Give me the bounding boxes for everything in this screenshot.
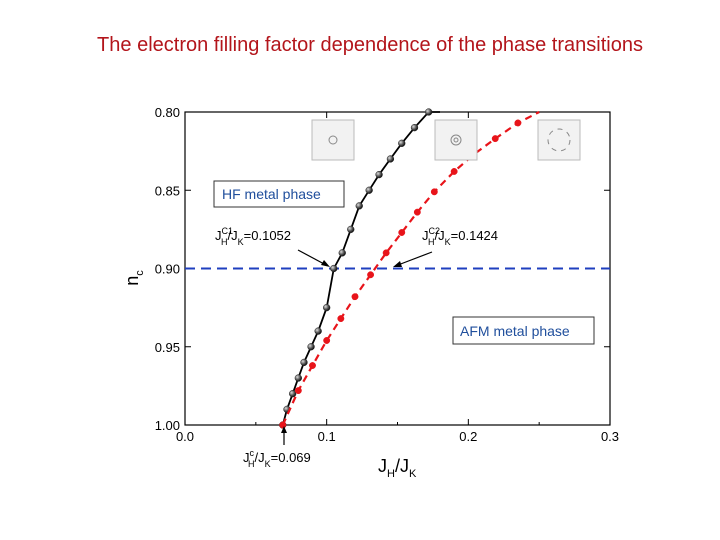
data-point bbox=[314, 327, 322, 335]
afm-phase-box: AFM metal phase bbox=[452, 316, 595, 345]
series-0 bbox=[279, 108, 440, 429]
afm-phase-label: AFM metal phase bbox=[460, 323, 570, 339]
data-point bbox=[386, 155, 395, 163]
data-point bbox=[289, 390, 297, 398]
data-point bbox=[382, 249, 390, 257]
y-tick-label: 0.80 bbox=[155, 105, 180, 120]
svg-text:JcH/JK=0.069: Jc H/JK=0.069 bbox=[243, 448, 311, 469]
data-point bbox=[367, 271, 375, 279]
axes: 0.0 0.1 0.2 0.3 0.80 0.85 0.90 0.95 1.00 bbox=[155, 105, 619, 444]
data-point bbox=[430, 188, 438, 196]
data-point bbox=[514, 119, 522, 127]
jc2-annotation: JC2 H/JK=0.1424 bbox=[393, 226, 498, 267]
y-tick-label: 0.85 bbox=[155, 183, 180, 198]
data-point bbox=[294, 374, 302, 382]
y-axis-label: nc bbox=[122, 270, 146, 286]
series-layer bbox=[279, 108, 540, 429]
data-point bbox=[338, 249, 346, 257]
data-point bbox=[450, 168, 458, 175]
data-point bbox=[337, 315, 345, 323]
data-point bbox=[355, 202, 363, 210]
data-point bbox=[425, 108, 433, 116]
data-point bbox=[375, 170, 383, 179]
y-tick-label: 0.90 bbox=[155, 262, 180, 277]
hf-phase-box: HF metal phase bbox=[213, 180, 345, 208]
x-axis-label: JH/JK bbox=[378, 456, 417, 480]
data-point bbox=[279, 421, 287, 429]
data-point bbox=[300, 358, 308, 367]
data-point bbox=[323, 337, 331, 344]
x-tick-label: 0.2 bbox=[459, 429, 477, 444]
data-point bbox=[398, 229, 406, 236]
data-point bbox=[307, 343, 315, 351]
slide-title: The electron filling factor dependence o… bbox=[97, 34, 643, 56]
jc1-annotation: JC1 H/JK=0.1052 bbox=[215, 226, 330, 267]
x-tick-label: 0.3 bbox=[601, 429, 619, 444]
data-point bbox=[294, 387, 302, 395]
data-point bbox=[365, 186, 373, 194]
data-point bbox=[413, 208, 421, 216]
hf-phase-label: HF metal phase bbox=[222, 186, 321, 202]
data-point bbox=[347, 225, 355, 234]
inset-1 bbox=[311, 119, 355, 161]
data-point bbox=[309, 362, 316, 369]
y-tick-label: 0.95 bbox=[155, 340, 180, 355]
jc-annotation: Jc H/JK=0.069 bbox=[243, 426, 311, 469]
data-point bbox=[410, 124, 419, 132]
y-tick-label: 1.00 bbox=[155, 418, 180, 433]
data-point bbox=[398, 139, 406, 147]
data-point bbox=[351, 293, 359, 301]
data-point bbox=[323, 303, 331, 312]
data-point bbox=[491, 135, 499, 143]
x-tick-label: 0.0 bbox=[176, 429, 194, 444]
x-tick-label: 0.1 bbox=[318, 429, 336, 444]
data-point bbox=[330, 264, 338, 273]
inset-2 bbox=[434, 119, 478, 161]
inset-3 bbox=[537, 119, 581, 161]
